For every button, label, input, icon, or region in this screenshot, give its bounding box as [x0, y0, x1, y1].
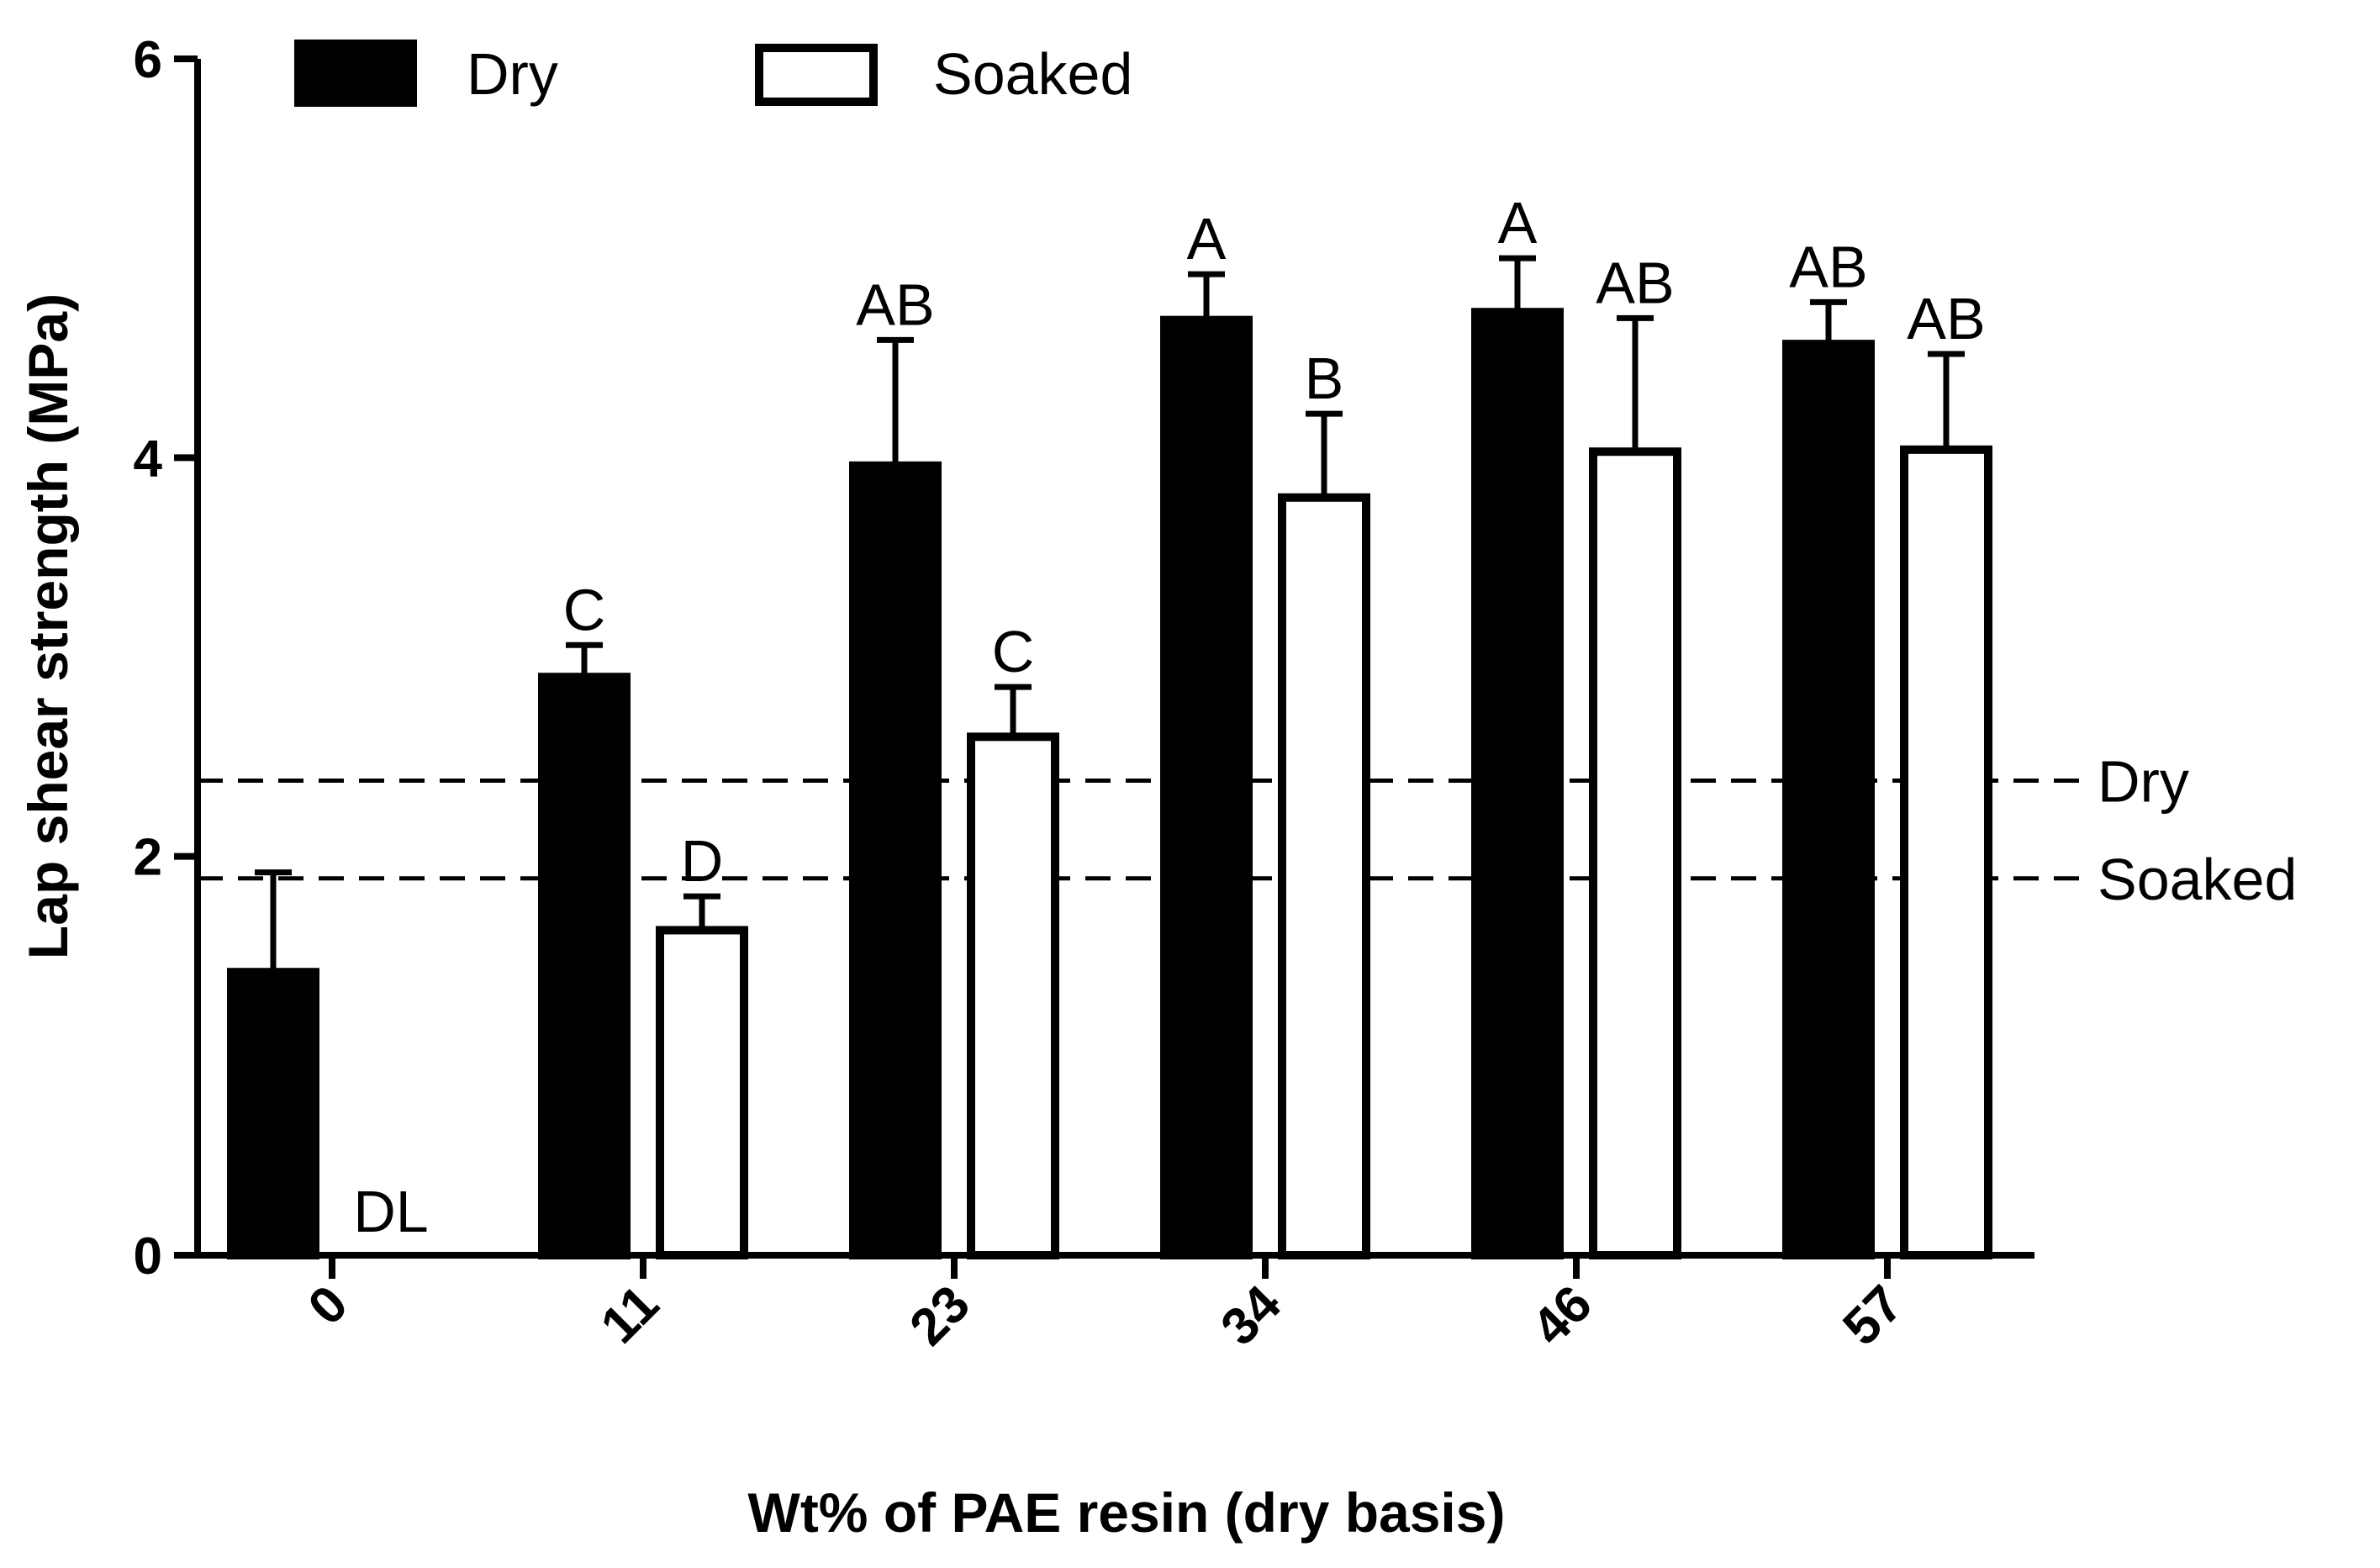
- bar-dry: [538, 673, 631, 1259]
- significance-label: A: [1498, 190, 1538, 256]
- y-tick-label: 2: [134, 829, 162, 887]
- x-tick-label: 0: [298, 1275, 359, 1336]
- legend-swatch-soaked: [755, 44, 878, 106]
- legend-label-soaked: Soaked: [933, 41, 1132, 107]
- bar-dry: [1782, 340, 1875, 1260]
- legend-swatch-dry: [294, 40, 417, 107]
- axes-layer: [174, 55, 2034, 1279]
- bars-layer: [227, 255, 1992, 1260]
- significance-label: B: [1305, 346, 1344, 411]
- x-tick-label: 11: [590, 1275, 670, 1354]
- significance-label: C: [563, 577, 606, 642]
- legend-label-dry: Dry: [467, 41, 558, 107]
- x-tick-label: 57: [1832, 1275, 1914, 1357]
- x-tick-label: 34: [1210, 1275, 1292, 1357]
- y-tick-label: 6: [134, 31, 162, 89]
- x-tick-label: 46: [1521, 1275, 1603, 1357]
- bar-dry: [849, 461, 942, 1259]
- significance-label: A: [1187, 206, 1227, 272]
- significance-label: AB: [1596, 250, 1674, 315]
- legend: Dry Soaked: [294, 40, 1132, 107]
- significance-label: AB: [1789, 234, 1867, 299]
- bar-dry: [1160, 315, 1253, 1259]
- significance-label: D: [681, 828, 724, 894]
- y-tick-label: 4: [134, 430, 163, 488]
- detection-limit-label: DL: [353, 1179, 428, 1244]
- significance-label: AB: [856, 272, 934, 337]
- bar-soaked: [1278, 493, 1370, 1259]
- bar-soaked: [967, 732, 1059, 1259]
- bar-dry: [227, 968, 319, 1260]
- reference-line-label: Soaked: [2098, 847, 2297, 912]
- x-tick-label: 23: [899, 1275, 981, 1357]
- bar-soaked: [1589, 447, 1681, 1259]
- y-tick-label: 0: [134, 1227, 162, 1286]
- significance-label: AB: [1907, 286, 1985, 351]
- reference-line-label: Dry: [2098, 749, 2189, 815]
- significance-label: C: [992, 619, 1035, 684]
- bar-soaked: [1900, 445, 1992, 1259]
- reference-lines-layer: [198, 779, 2081, 881]
- bar-soaked: [656, 926, 748, 1259]
- y-axis-title: Lap shear strength (MPa): [17, 293, 79, 959]
- x-axis-title: Wt% of PAE resin (dry basis): [748, 1481, 1506, 1544]
- bar-dry: [1471, 308, 1564, 1259]
